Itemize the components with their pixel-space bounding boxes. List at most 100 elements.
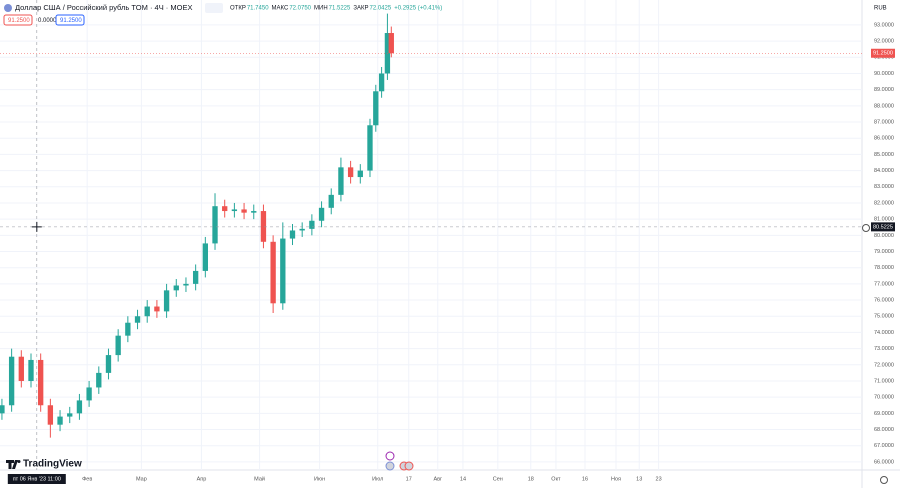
candle-body [338, 167, 344, 195]
crosshair-y-label: 80.5225 [873, 224, 893, 230]
candle-body [318, 207, 325, 221]
x-tick-label: Июл [372, 476, 383, 482]
event-icon[interactable] [385, 451, 395, 461]
y-tick-label: 75.0000 [874, 314, 894, 320]
currency[interactable]: RUB [874, 6, 887, 12]
legend-value: 71.7450 [247, 6, 269, 12]
event-icon[interactable] [385, 461, 395, 471]
y-tick-label: 83.0000 [874, 184, 894, 190]
y-tick-label: 93.0000 [874, 22, 894, 28]
candle-body [222, 206, 228, 212]
candle-body [183, 283, 189, 286]
candle-body [57, 416, 63, 425]
y-tick-label: 70.0000 [874, 395, 894, 401]
candle-body [373, 91, 379, 126]
candle-body [378, 73, 385, 92]
candle-body [67, 413, 73, 417]
y-tick-label: 66.0000 [874, 459, 894, 465]
y-tick-label: 81.0000 [874, 217, 894, 223]
y-tick-label: 76.0000 [874, 298, 894, 304]
y-tick-label: 77.0000 [874, 281, 894, 287]
candle-body [144, 306, 150, 317]
x-tick-label: Июн [314, 476, 325, 482]
y-tick-label: 73.0000 [874, 346, 894, 352]
settings-gear[interactable] [880, 476, 888, 484]
y-tick-label: 67.0000 [874, 443, 894, 449]
logo-text: TradingView [23, 459, 82, 470]
legend-label: МИН [314, 6, 328, 12]
legend-value: 72.0750 [289, 6, 311, 12]
events [385, 451, 414, 471]
indicator-box [3, 14, 33, 26]
x-tick-label: 13 [636, 476, 642, 482]
x-tick-label: 14 [460, 476, 466, 482]
y-tick-label: 72.0000 [874, 362, 894, 368]
legend-value: 71.5225 [329, 6, 351, 12]
y-tick-label: 85.0000 [874, 152, 894, 158]
x-tick-label: 16 [582, 476, 588, 482]
indicator-value: 91.2500 [60, 18, 82, 24]
candle-body [299, 228, 305, 231]
symbol-icon [4, 4, 12, 12]
x-tick-label: 17 [406, 476, 412, 482]
x-tick-label: Окт [551, 476, 561, 482]
candle-body [231, 209, 238, 212]
last-price-box [871, 48, 895, 58]
x-tick-label: Фев [82, 476, 92, 482]
x-tick-label: Мар [136, 476, 147, 482]
x-tick-label: Авг [433, 476, 442, 482]
candle-body [134, 316, 141, 323]
event-icon[interactable] [404, 461, 414, 471]
legend-change: +0.2925 (+0.41%) [394, 6, 442, 12]
last-price-label: 91.2500 [873, 51, 893, 57]
candle-body [202, 243, 208, 271]
x-tick-label: Ноя [611, 476, 621, 482]
y-tick-label: 78.0000 [874, 265, 894, 271]
indicator-boxes: 91.2500 0.0000 91.2500 [3, 14, 85, 26]
crosshair-cursor [31, 221, 42, 232]
symbol-title[interactable]: Доллар США / Российский рубль TOM · 4Ч ·… [15, 3, 192, 12]
logo-icon [6, 460, 18, 469]
logo-dot [17, 460, 21, 463]
candle-body [96, 372, 102, 388]
candle-body [163, 290, 170, 312]
y-tick-label: 87.0000 [874, 119, 894, 125]
x-tick-label: 23 [656, 476, 662, 482]
crosshair-y-box [871, 222, 895, 232]
candle-body [0, 405, 5, 414]
indicator-value: 0.0000 [38, 18, 57, 24]
legend-label: МАКС [272, 6, 289, 12]
candle-body [270, 241, 276, 304]
settings-button[interactable] [205, 3, 223, 13]
candle-body [115, 335, 121, 356]
x-tick-label: Май [254, 475, 265, 482]
candle-body [357, 170, 363, 178]
candle-body [47, 405, 54, 425]
candle-body [388, 33, 394, 54]
candle-body [173, 285, 179, 291]
candle-body [8, 356, 15, 406]
indicator-value: 91.2500 [8, 18, 30, 24]
legend-label: ЗАКР [353, 6, 368, 12]
candle-body [76, 400, 83, 414]
add-button[interactable] [862, 224, 870, 232]
header: Доллар США / Российский рубль TOM · 4Ч ·… [3, 3, 442, 26]
y-tick-label: 82.0000 [874, 200, 894, 206]
candle-body [125, 322, 131, 336]
y-tick-label: 92.0000 [874, 39, 894, 45]
y-tick-label: 84.0000 [874, 168, 894, 174]
y-tick-label: 69.0000 [874, 411, 894, 417]
y-tick-label: 79.0000 [874, 249, 894, 255]
candle-body [309, 220, 315, 229]
crosshair-x-label: пт 06 Янв '23 11:00 [13, 476, 61, 482]
y-tick-label: 88.0000 [874, 103, 894, 109]
candle-body [18, 356, 24, 381]
crosshair-x-box [7, 474, 66, 484]
y-tick-label: 74.0000 [874, 330, 894, 336]
candle-body [251, 211, 257, 213]
candle-body [241, 209, 247, 213]
